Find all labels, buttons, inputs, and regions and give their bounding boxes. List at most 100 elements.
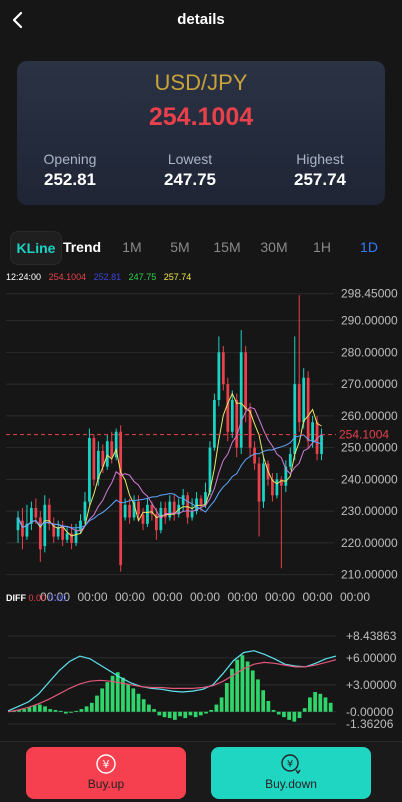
diff-bar bbox=[100, 688, 105, 712]
diff-bar bbox=[188, 711, 193, 716]
diff-bar bbox=[214, 704, 219, 712]
candle-body bbox=[30, 507, 33, 524]
opening-label: Opening bbox=[43, 151, 97, 167]
diff-bar bbox=[313, 692, 317, 712]
x-tick-label: 00:00 bbox=[40, 590, 70, 604]
candle-body bbox=[235, 399, 239, 448]
diff-bar bbox=[209, 709, 214, 712]
candle-body bbox=[168, 501, 172, 518]
back-button[interactable] bbox=[6, 8, 30, 32]
diff-bar bbox=[27, 707, 32, 712]
candle-body bbox=[25, 523, 29, 537]
y-tick-label: 290.00000 bbox=[341, 314, 398, 328]
tab-30m[interactable]: 30M bbox=[260, 239, 288, 255]
x-tick-label: 00:00 bbox=[302, 590, 332, 604]
buy-up-label: Buy.up bbox=[87, 777, 125, 791]
buy-up-button[interactable]: ¥ Buy.up bbox=[26, 747, 186, 799]
diff-bar bbox=[308, 697, 312, 712]
candle-body bbox=[163, 507, 167, 518]
y-tick-label: 250.00000 bbox=[341, 441, 398, 455]
diff-bar bbox=[141, 699, 146, 712]
diff-bar bbox=[69, 711, 73, 713]
candle-body bbox=[320, 434, 323, 454]
diff-bar bbox=[95, 695, 99, 712]
tab-1d[interactable]: 1D bbox=[360, 239, 378, 255]
diff-chart[interactable]: +8.43863 +6.00000 +3.00000 -0.00000-1.36206 bbox=[0, 590, 402, 740]
diff-bar bbox=[292, 711, 297, 722]
y-tick-label: +3.00000 bbox=[346, 678, 397, 692]
diff-bar bbox=[110, 675, 115, 712]
diff-bar bbox=[43, 706, 47, 712]
candle-body bbox=[293, 384, 297, 454]
diff-bar bbox=[219, 697, 224, 712]
candle-body bbox=[105, 441, 109, 467]
diff-bar bbox=[287, 711, 291, 720]
diff-bar bbox=[235, 659, 240, 712]
diff-bar bbox=[157, 711, 162, 716]
x-tick-label: 00:00 bbox=[340, 590, 370, 604]
candle-body bbox=[101, 450, 105, 467]
candle-body bbox=[92, 438, 96, 480]
diff-bar bbox=[302, 708, 307, 712]
diff-bar bbox=[198, 711, 203, 716]
moving-average-line bbox=[17, 434, 322, 529]
diff-bar bbox=[328, 702, 333, 712]
tab-15m[interactable]: 15M bbox=[213, 239, 241, 255]
candle-body bbox=[114, 431, 118, 458]
diff-bar bbox=[105, 682, 110, 712]
kline-chart[interactable]: 298.45000 290.00000 280.00000 270.00000 260.… bbox=[0, 284, 402, 606]
candle-body bbox=[288, 453, 292, 467]
tab-1m[interactable]: 1M bbox=[122, 239, 142, 255]
candle-body bbox=[306, 377, 310, 442]
candle-body bbox=[271, 479, 274, 496]
yen-down-icon: ¥ bbox=[281, 754, 301, 775]
diff-bar bbox=[89, 702, 94, 712]
diff-bar bbox=[224, 683, 229, 712]
diff-bar bbox=[22, 709, 27, 712]
lowest-stat: Lowest 247.75 bbox=[155, 151, 225, 190]
tab-trend[interactable]: Trend bbox=[62, 239, 102, 255]
candle-body bbox=[141, 514, 145, 524]
candle-body bbox=[226, 384, 230, 432]
y-tick-label: 298.45000 bbox=[341, 287, 398, 301]
candle-body bbox=[21, 520, 24, 537]
candle-body bbox=[230, 399, 234, 432]
candle-body bbox=[262, 463, 265, 502]
candle-body bbox=[56, 527, 60, 537]
diff-bar bbox=[53, 709, 58, 712]
candle-body bbox=[43, 504, 47, 547]
y-tick-label: 240.00000 bbox=[341, 472, 398, 486]
candle-body bbox=[253, 447, 256, 464]
buy-down-button[interactable]: ¥ Buy.down bbox=[211, 747, 371, 799]
moving-average-line bbox=[17, 392, 322, 537]
tab-1h[interactable]: 1H bbox=[313, 239, 331, 255]
candle-body bbox=[297, 384, 301, 423]
lowest-value: 247.75 bbox=[164, 170, 216, 189]
candle-body bbox=[38, 517, 42, 550]
candle-body bbox=[204, 492, 207, 505]
candle-body bbox=[110, 441, 114, 458]
tab-kline[interactable]: KLine bbox=[10, 231, 62, 265]
diff-label: DIFF bbox=[6, 593, 26, 603]
tab-5m[interactable]: 5M bbox=[170, 239, 190, 255]
x-tick-label: 00:00 bbox=[77, 590, 107, 604]
info-value-3: 247.75 bbox=[128, 272, 157, 282]
candle-body bbox=[137, 501, 140, 515]
candle-body bbox=[128, 504, 131, 518]
interval-tabs: KLine Trend 1M 5M 15M 30M 1H 1D bbox=[0, 231, 402, 265]
diff-bar bbox=[323, 697, 328, 712]
y-tick-label: 280.00000 bbox=[341, 345, 398, 359]
y-tick-label: 210.00000 bbox=[341, 568, 398, 582]
diff-bar bbox=[271, 709, 276, 712]
diff-bar bbox=[58, 710, 63, 712]
header-bar: details bbox=[0, 0, 402, 40]
info-value-2: 252.81 bbox=[93, 272, 122, 282]
candle-body bbox=[146, 504, 149, 524]
candle-body bbox=[248, 409, 252, 448]
candle-body bbox=[96, 450, 100, 480]
diff-bar bbox=[152, 709, 156, 712]
diff-bar bbox=[32, 705, 37, 712]
svg-text:¥: ¥ bbox=[287, 759, 293, 770]
candle-body bbox=[61, 527, 65, 540]
candle-body bbox=[47, 504, 51, 524]
